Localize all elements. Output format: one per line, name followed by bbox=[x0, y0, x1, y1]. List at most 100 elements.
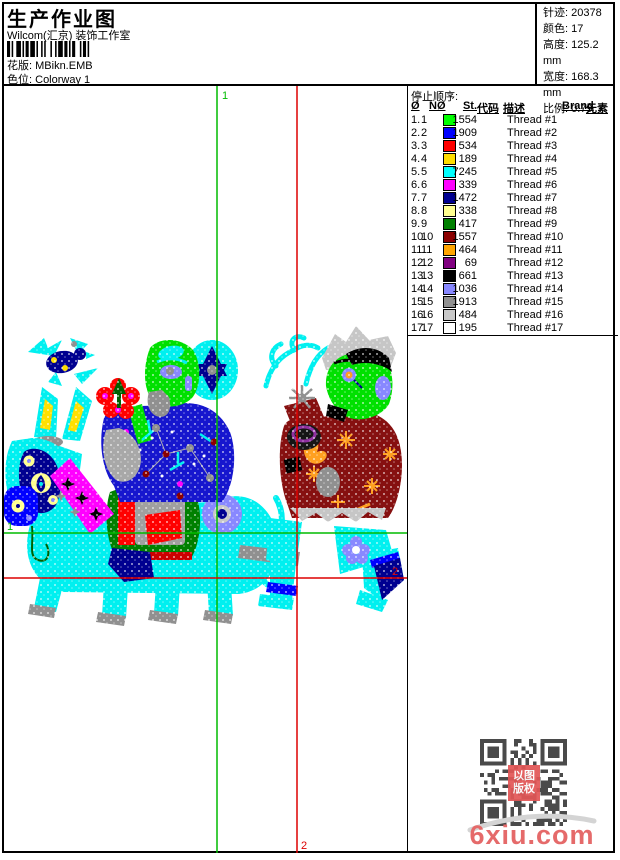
thread-row: 5. 5 7245 Thread #5 bbox=[408, 166, 618, 179]
stitch-count: 464 bbox=[458, 244, 477, 256]
stitch-count: 189 bbox=[458, 153, 477, 165]
needle-number: 13 bbox=[421, 270, 434, 282]
barcode bbox=[7, 41, 90, 57]
stitch-count: 195 bbox=[458, 322, 477, 334]
stop-number: 1. bbox=[411, 114, 421, 126]
colorway-value: Colorway 1 bbox=[35, 74, 91, 86]
thread-color-swatch bbox=[443, 309, 456, 321]
needle-number: 4 bbox=[421, 153, 428, 165]
needle-number: 7 bbox=[421, 192, 428, 204]
thread-description: Thread #2 bbox=[507, 127, 558, 139]
col-header-element: 元素 bbox=[586, 103, 608, 115]
stitch-count: 534 bbox=[458, 140, 477, 152]
stitch-count: 1554 bbox=[452, 114, 477, 126]
needle-number: 2 bbox=[421, 127, 428, 139]
stop-number: 17. bbox=[411, 322, 427, 334]
stitch-count: 7245 bbox=[452, 166, 477, 178]
header-divider bbox=[535, 2, 537, 86]
thread-description: Thread #13 bbox=[507, 270, 564, 282]
col-header-code: 代码 bbox=[477, 103, 499, 115]
thread-description: Thread #9 bbox=[507, 218, 558, 230]
header-bottom-border bbox=[2, 84, 615, 86]
thread-row: 4. 4 189 Thread #4 bbox=[408, 153, 618, 166]
thread-color-swatch bbox=[443, 296, 456, 308]
thread-description: Thread #16 bbox=[507, 309, 564, 321]
stitch-count: 338 bbox=[458, 205, 477, 217]
stop-number: 9. bbox=[411, 218, 421, 230]
needle-number: 9 bbox=[421, 218, 428, 230]
pattern-label: 花版: bbox=[7, 60, 33, 72]
stop-number: 7. bbox=[411, 192, 421, 204]
thread-color-swatch bbox=[443, 205, 456, 217]
stitch-count: 1909 bbox=[452, 127, 477, 139]
colorway-label: 色位: bbox=[7, 74, 33, 86]
thread-description: Thread #12 bbox=[507, 257, 564, 269]
stat-width: 宽度: 168.3 mm bbox=[543, 71, 599, 99]
watermark-swoosh bbox=[467, 813, 597, 833]
stop-number: 11. bbox=[411, 244, 426, 256]
stitch-count: 484 bbox=[458, 309, 477, 321]
thread-description: Thread #8 bbox=[507, 205, 558, 217]
needle-number: 1 bbox=[421, 114, 428, 126]
colorway: 色位: Colorway 1 bbox=[7, 71, 90, 87]
col-header-brand: Brand bbox=[562, 100, 594, 112]
thread-description: Thread #1 bbox=[507, 114, 558, 126]
col-header-desc: 描述 bbox=[503, 103, 525, 115]
thread-row: 8. 8 338 Thread #8 bbox=[408, 205, 618, 218]
stop-number: 15. bbox=[411, 296, 427, 308]
needle-number: 16 bbox=[421, 309, 434, 321]
stitch-texture bbox=[4, 324, 407, 626]
pattern-value: MBikn.EMB bbox=[35, 60, 93, 72]
thread-color-swatch bbox=[443, 179, 456, 191]
guide-label-v2: 2 bbox=[301, 840, 307, 852]
stop-number: 8. bbox=[411, 205, 421, 217]
thread-row: 3. 3 534 Thread #3 bbox=[408, 140, 618, 153]
stat-scale: 比例: 0.79 bbox=[543, 103, 593, 115]
thread-row: 16. 16 484 Thread #16 bbox=[408, 309, 618, 322]
thread-color-swatch bbox=[443, 192, 456, 204]
stat-height: 高度: 125.2 mm bbox=[543, 39, 599, 67]
thread-row: 2. 2 1909 Thread #2 bbox=[408, 127, 618, 140]
stop-number: 5. bbox=[411, 166, 421, 178]
thread-color-swatch bbox=[443, 322, 456, 334]
thread-color-swatch bbox=[443, 153, 456, 165]
watermark-domain: 6xiu.com bbox=[469, 820, 595, 850]
needle-number: 17 bbox=[421, 322, 434, 334]
stop-number: 10. bbox=[411, 231, 427, 243]
stitch-count: 661 bbox=[458, 270, 477, 282]
thread-description: Thread #4 bbox=[507, 153, 558, 165]
needle-number: 15 bbox=[421, 296, 434, 308]
studio-name: Wilcom(汇京) 装饰工作室 bbox=[7, 30, 131, 42]
thread-color-swatch bbox=[443, 257, 456, 269]
thread-description: Thread #5 bbox=[507, 166, 558, 178]
stop-number: 14. bbox=[411, 283, 427, 295]
thread-description: Thread #3 bbox=[507, 140, 558, 152]
col-header-stop: Ø bbox=[411, 100, 420, 112]
thread-description: Thread #15 bbox=[507, 296, 564, 308]
needle-number: 14 bbox=[421, 283, 434, 295]
guide-lines: 1 2 1 2 bbox=[4, 86, 407, 853]
thread-color-swatch bbox=[443, 166, 456, 178]
stop-number: 4. bbox=[411, 153, 421, 165]
thread-panel: 停止顺序: Ø NØ St. 代码 描述 Brand 元素 1. 1 1554 Thr… bbox=[408, 86, 618, 853]
col-header-stitches: St. bbox=[462, 100, 477, 112]
col-header-needle: NØ bbox=[429, 100, 446, 112]
thread-row: 11. 11 464 Thread #11 bbox=[408, 244, 618, 257]
stitch-count: 1472 bbox=[452, 192, 477, 204]
stop-number: 6. bbox=[411, 179, 421, 191]
thread-row: 6. 6 339 Thread #6 bbox=[408, 179, 618, 192]
thread-color-swatch bbox=[443, 114, 456, 126]
stitch-count: 1036 bbox=[452, 283, 477, 295]
stat-colors: 颜色: 17 bbox=[543, 23, 584, 35]
guide-label-h1: 1 bbox=[7, 521, 13, 533]
thread-description: Thread #17 bbox=[507, 322, 564, 334]
stitch-count: 1913 bbox=[452, 296, 477, 308]
thread-color-swatch bbox=[443, 244, 456, 256]
guide-label-v1: 1 bbox=[222, 90, 228, 102]
thread-row: 14. 14 1036 Thread #14 bbox=[408, 283, 618, 296]
thread-row: 7. 7 1472 Thread #7 bbox=[408, 192, 618, 205]
table-title: 停止顺序: bbox=[411, 91, 459, 103]
needle-number: 5 bbox=[421, 166, 428, 178]
thread-color-swatch bbox=[443, 283, 456, 295]
